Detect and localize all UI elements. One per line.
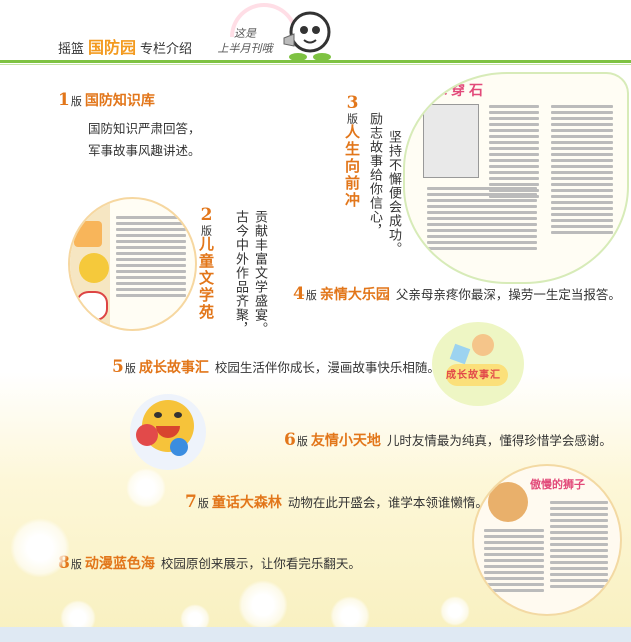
section-desc: 校园生活伴你成长，漫画故事快乐相随。 [214, 360, 440, 375]
section-ban: 版 [296, 435, 308, 448]
header-divider-thin [0, 64, 631, 65]
mascot-icon [283, 11, 331, 61]
section-number: 7 [185, 492, 197, 512]
section-number: 2 [200, 205, 213, 225]
section-7-thumbnail: 傲慢的狮子 [472, 464, 622, 616]
header-note: 这是 上半月刊哦 [205, 26, 285, 56]
section-ban: 版 [199, 225, 213, 236]
section-4-row: 4版 亲情大乐园 父亲母亲疼你最深，操劳一生定当报答。 [293, 284, 621, 304]
header-divider [0, 60, 631, 63]
section-ban: 版 [345, 113, 359, 124]
section-3-heading: 3 版 人生向前冲 [342, 93, 363, 209]
section-title: 动漫蓝色海 [84, 556, 155, 572]
section-2-line1: 贡献丰富文学盛宴。 [252, 210, 267, 336]
section-ban: 版 [70, 558, 82, 571]
flower-decoration [10, 518, 70, 578]
flower-decoration [440, 596, 470, 626]
section-desc: 动物在此开盛会，谁学本领谁懒惰。 [287, 495, 488, 510]
section-title: 国防知识库 [84, 93, 155, 109]
section-5-row: 5版 成长故事汇 校园生活伴你成长，漫画故事快乐相随。 [112, 357, 440, 377]
flower-decoration [238, 580, 288, 630]
section-3-line1: 坚持不懈便会成功。 [386, 130, 401, 256]
section-title: 童话大森林 [211, 495, 282, 511]
section-ban: 版 [197, 497, 209, 510]
brand-highlight: 国防园 [88, 38, 137, 57]
header-note-line2: 上半月刊哦 [217, 42, 273, 55]
section-desc: 校园原创来展示，让你看完乐翻天。 [160, 556, 361, 571]
section-number: 6 [284, 430, 296, 450]
section-number: 3 [346, 93, 359, 113]
brand-title: 摇篮 国防园 专栏介绍 [58, 34, 192, 58]
footer-bar [0, 627, 631, 642]
section-2-heading: 2 版 儿童文学苑 [196, 205, 221, 321]
section-6-thumbnail [130, 394, 206, 470]
section-7-row: 7版 童话大森林 动物在此开盛会，谁学本领谁懒惰。 [185, 492, 488, 512]
section-ban: 版 [124, 362, 136, 375]
section-ban: 版 [70, 95, 82, 108]
section-1-heading: 1版 国防知识库 [58, 90, 161, 110]
section-2-thumbnail [68, 197, 197, 331]
section-3-line2: 励志故事给你信心， [367, 112, 382, 238]
section-desc: 儿时友情最为纯真，懂得珍惜学会感谢。 [386, 433, 612, 448]
thumbnail-title: 滴水穿石 [415, 83, 487, 99]
section-1-line2: 军事故事风趣讲述。 [88, 143, 201, 158]
section-title: 友情小天地 [310, 433, 381, 449]
section-6-row: 6版 友情小天地 儿时友情最为纯真，懂得珍惜学会感谢。 [284, 430, 612, 450]
section-desc: 父亲母亲疼你最深，操劳一生定当报答。 [395, 287, 621, 302]
thumbnail-title: 成长故事汇 [446, 370, 501, 381]
section-title: 亲情大乐园 [319, 287, 390, 303]
brand-prefix: 摇篮 [58, 42, 85, 57]
header-note-line1: 这是 [234, 27, 256, 40]
section-3-thumbnail: 滴水穿石 [403, 72, 629, 284]
section-title: 成长故事汇 [138, 360, 209, 376]
section-5-thumbnail: 成长故事汇 [432, 322, 524, 406]
section-number: 1 [58, 90, 70, 110]
section-1-line1: 国防知识严肃回答， [88, 121, 201, 136]
section-8-row: 8版动漫蓝色海校园原创来展示，让你看完乐翻天。 [58, 553, 361, 573]
section-ban: 版 [305, 289, 317, 302]
section-2-line2: 古今中外作品齐聚， [233, 210, 248, 336]
brand-suffix: 专栏介绍 [140, 42, 193, 57]
flower-decoration [126, 468, 166, 508]
section-title: 人生向前冲 [343, 124, 361, 209]
thumbnail-title: 傲慢的狮子 [530, 478, 585, 491]
section-title: 儿童文学苑 [197, 236, 215, 321]
section-number: 4 [293, 284, 305, 304]
section-number: 5 [112, 357, 124, 377]
